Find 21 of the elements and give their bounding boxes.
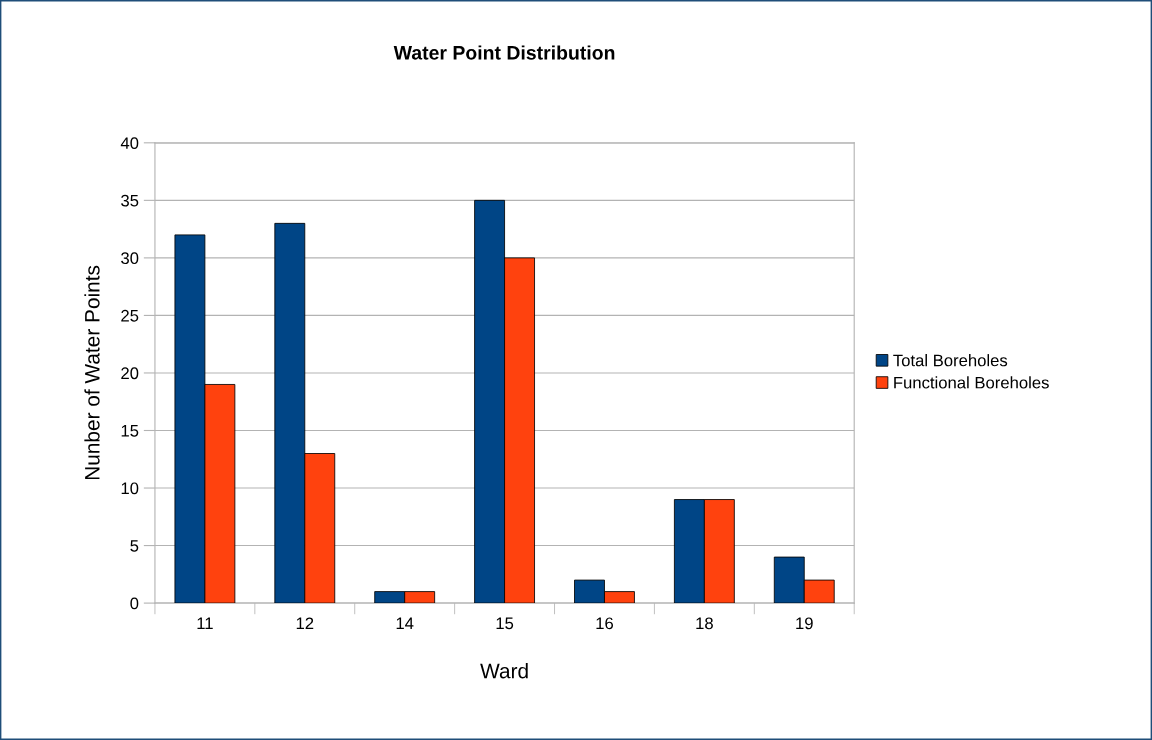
y-tick-label: 10 — [121, 482, 139, 495]
y-tick-label: 5 — [130, 540, 139, 552]
x-tick-label: 11 — [197, 617, 213, 630]
y-tick-label: 0 — [130, 597, 139, 610]
y-tick-label: 25 — [121, 309, 139, 322]
y-tick-label: 30 — [121, 252, 139, 265]
legend-label: Total Boreholes — [893, 354, 1008, 367]
x-tick-label: 18 — [696, 617, 713, 630]
y-tick-label: 15 — [121, 425, 139, 437]
y-axis-title: Nunber of Water Points — [84, 265, 100, 480]
x-axis-title: Ward — [480, 663, 528, 679]
x-tick-label: 19 — [796, 617, 813, 630]
chart-title: Water Point Distribution — [393, 45, 615, 60]
x-tick-label: 16 — [596, 617, 614, 630]
y-tick-label: 40 — [120, 137, 139, 150]
y-tick-label: 20 — [121, 367, 139, 380]
x-tick-label: 15 — [496, 617, 514, 630]
x-tick-label: 12 — [296, 617, 314, 630]
y-tick-label: 35 — [121, 194, 139, 207]
legend-label: Functional Boreholes — [894, 376, 1049, 389]
x-tick-label: 14 — [396, 617, 414, 630]
